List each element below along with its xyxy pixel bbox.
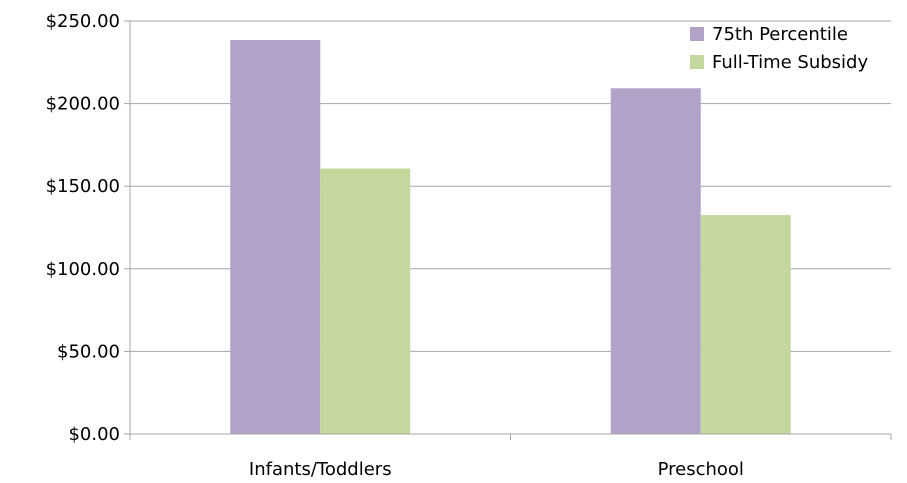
y-tick-label: $50.00 [57,341,120,362]
y-tick-label: $250.00 [46,11,120,32]
y-tick-label: $0.00 [68,424,120,445]
legend-swatch [690,27,704,41]
bar-subsidy [320,168,411,434]
bars [230,39,791,435]
bar-subsidy [700,215,791,434]
legend: 75th Percentile Full-Time Subsidy [690,24,868,73]
x-tick-label: Infants/Toddlers [249,459,392,480]
y-tick-label: $100.00 [46,259,120,280]
y-tick-label: $150.00 [46,176,120,197]
y-axis-tick-labels: $0.00 $50.00 $100.00 $150.00 $200.00 $250.00 [46,11,120,445]
y-tick-label: $200.00 [46,94,120,115]
bar-percentile [610,88,701,435]
x-tick-label: Preschool [658,459,744,480]
legend-swatch [690,55,704,69]
axes [124,20,892,440]
legend-label: 75th Percentile [712,24,848,45]
bar-percentile [230,39,321,435]
x-axis-tick-labels: Infants/Toddlers Preschool [249,459,744,480]
legend-label: Full-Time Subsidy [712,52,868,73]
